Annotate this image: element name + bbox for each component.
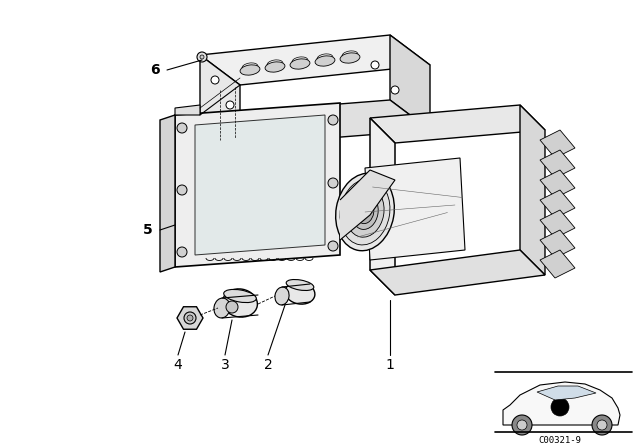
Polygon shape [390, 35, 430, 130]
Polygon shape [200, 55, 240, 145]
Polygon shape [195, 115, 325, 255]
Polygon shape [370, 118, 395, 295]
Polygon shape [540, 190, 575, 218]
Text: 1: 1 [385, 358, 394, 372]
Circle shape [592, 415, 612, 435]
Ellipse shape [214, 298, 230, 318]
Polygon shape [540, 250, 575, 278]
Circle shape [517, 420, 527, 430]
Polygon shape [200, 100, 430, 145]
Polygon shape [177, 307, 203, 329]
Ellipse shape [340, 53, 360, 63]
Polygon shape [370, 250, 545, 295]
Polygon shape [540, 210, 575, 238]
Ellipse shape [275, 287, 289, 305]
Polygon shape [503, 382, 620, 425]
Circle shape [512, 415, 532, 435]
Polygon shape [175, 105, 200, 115]
Text: 2: 2 [264, 358, 273, 372]
Polygon shape [370, 105, 545, 143]
Ellipse shape [223, 289, 257, 317]
Polygon shape [340, 170, 395, 240]
Ellipse shape [346, 187, 384, 237]
Text: C00321-9: C00321-9 [538, 435, 582, 444]
Circle shape [391, 86, 399, 94]
Circle shape [328, 178, 338, 188]
Text: 6: 6 [150, 63, 160, 77]
Polygon shape [365, 158, 465, 260]
Polygon shape [540, 230, 575, 258]
Circle shape [184, 312, 196, 324]
Ellipse shape [315, 56, 335, 66]
Circle shape [328, 241, 338, 251]
Polygon shape [540, 130, 575, 158]
Text: 4: 4 [173, 358, 182, 372]
Ellipse shape [265, 62, 285, 72]
Circle shape [211, 76, 219, 84]
Ellipse shape [224, 289, 256, 302]
Polygon shape [540, 170, 575, 198]
Circle shape [177, 185, 187, 195]
Circle shape [597, 420, 607, 430]
Circle shape [177, 123, 187, 133]
Circle shape [328, 115, 338, 125]
Circle shape [177, 247, 187, 257]
Polygon shape [175, 103, 340, 267]
Ellipse shape [335, 173, 394, 251]
Ellipse shape [365, 167, 426, 247]
Ellipse shape [340, 179, 390, 245]
Circle shape [200, 55, 204, 59]
Text: 5: 5 [143, 223, 153, 237]
Ellipse shape [286, 280, 314, 290]
Text: 3: 3 [221, 358, 229, 372]
Polygon shape [520, 105, 545, 275]
Ellipse shape [356, 200, 374, 224]
Polygon shape [160, 115, 175, 272]
Circle shape [371, 61, 379, 69]
Polygon shape [200, 35, 430, 85]
Circle shape [187, 315, 193, 321]
Ellipse shape [290, 59, 310, 69]
Circle shape [226, 301, 238, 313]
Circle shape [197, 52, 207, 62]
Polygon shape [540, 150, 575, 178]
Circle shape [226, 101, 234, 109]
Ellipse shape [240, 65, 260, 75]
Ellipse shape [352, 194, 378, 229]
Ellipse shape [285, 282, 315, 304]
Circle shape [551, 398, 569, 416]
Polygon shape [537, 386, 596, 400]
